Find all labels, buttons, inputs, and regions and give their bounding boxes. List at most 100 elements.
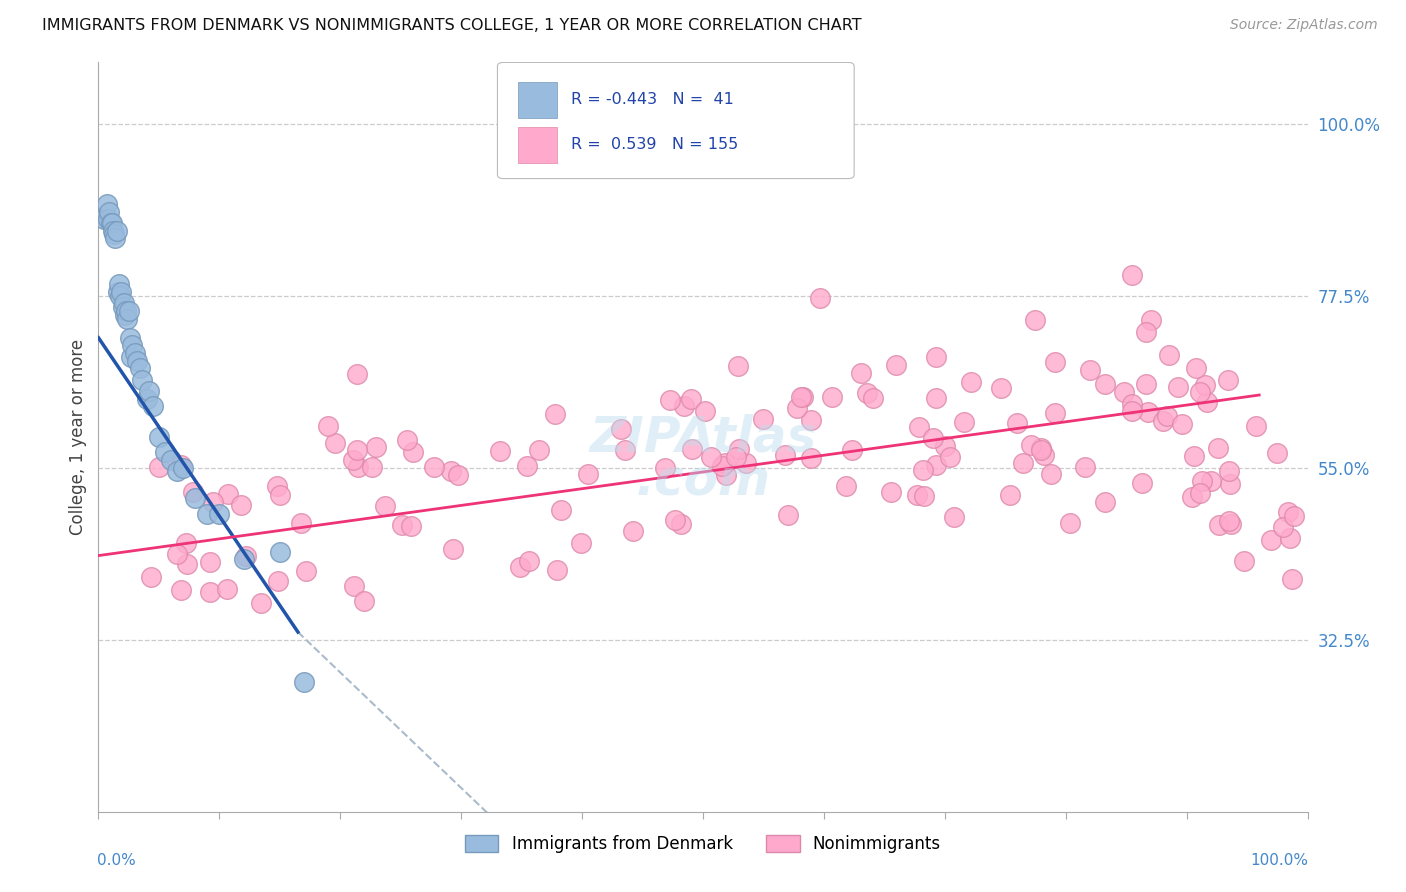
Point — [292, 674, 315, 689]
Point — [1188, 385, 1211, 400]
Point — [938, 450, 960, 464]
Point — [108, 277, 131, 292]
Point — [734, 456, 756, 470]
Point — [1279, 531, 1302, 545]
Point — [118, 331, 141, 345]
Point — [960, 376, 983, 390]
Point — [447, 467, 470, 482]
Point — [610, 422, 633, 436]
Point — [347, 459, 370, 474]
Point — [373, 499, 395, 513]
Point — [681, 442, 703, 456]
FancyBboxPatch shape — [498, 62, 855, 178]
Point — [1024, 312, 1046, 326]
Point — [184, 491, 207, 506]
Point — [880, 484, 903, 499]
Point — [346, 443, 368, 458]
Point — [934, 439, 956, 453]
Point — [353, 594, 375, 608]
Point — [148, 459, 170, 474]
Point — [1277, 505, 1299, 519]
Point — [1059, 516, 1081, 530]
Point — [925, 458, 948, 472]
Point — [1185, 360, 1208, 375]
Point — [544, 407, 567, 421]
Point — [121, 338, 143, 352]
Point — [1031, 441, 1053, 455]
Point — [148, 430, 170, 444]
Point — [912, 463, 935, 477]
Point — [623, 524, 645, 538]
Point — [884, 359, 907, 373]
Point — [160, 453, 183, 467]
Point — [1219, 477, 1241, 491]
Point — [862, 391, 884, 405]
Point — [118, 304, 141, 318]
Point — [679, 392, 702, 406]
Point — [1181, 490, 1204, 504]
Point — [1045, 355, 1067, 369]
Point — [714, 456, 737, 470]
Point — [509, 559, 531, 574]
Point — [800, 451, 823, 466]
Point — [550, 503, 572, 517]
Point — [1265, 445, 1288, 459]
Point — [114, 308, 136, 322]
Point — [1121, 397, 1143, 411]
Point — [953, 415, 976, 429]
Point — [176, 558, 198, 572]
Point — [135, 392, 157, 406]
Point — [1191, 474, 1213, 488]
Point — [1218, 464, 1240, 478]
Point — [323, 435, 346, 450]
Point — [153, 445, 176, 459]
Point — [172, 460, 194, 475]
Point — [776, 508, 799, 522]
Point — [269, 545, 291, 559]
Point — [489, 444, 512, 458]
Point — [181, 485, 204, 500]
Point — [1033, 448, 1056, 462]
Point — [229, 498, 252, 512]
Point — [516, 458, 538, 473]
Point — [714, 468, 737, 483]
Point — [669, 517, 692, 532]
Point — [128, 361, 150, 376]
Point — [96, 197, 118, 211]
Point — [103, 227, 125, 242]
Point — [922, 431, 945, 445]
Point — [1197, 394, 1219, 409]
Point — [1136, 405, 1159, 419]
Point — [131, 373, 153, 387]
Point — [1167, 379, 1189, 393]
Point — [295, 564, 318, 578]
Point — [232, 552, 254, 566]
Point — [100, 216, 122, 230]
Point — [112, 296, 135, 310]
Point — [792, 390, 814, 404]
Point — [176, 536, 198, 550]
Point — [673, 399, 696, 413]
Point — [1029, 442, 1052, 457]
Point — [200, 555, 222, 569]
Point — [1232, 554, 1254, 568]
Point — [517, 553, 540, 567]
Point — [912, 489, 935, 503]
Point — [942, 510, 965, 524]
Point — [925, 350, 948, 364]
Point — [728, 442, 751, 456]
Point — [1206, 441, 1229, 455]
Text: ZIPAtlas
.com: ZIPAtlas .com — [589, 414, 817, 506]
Point — [578, 467, 600, 482]
Point — [141, 569, 163, 583]
Point — [1182, 449, 1205, 463]
Point — [1019, 438, 1042, 452]
Point — [1011, 456, 1033, 470]
Point — [166, 547, 188, 561]
Point — [727, 359, 749, 373]
Point — [1282, 509, 1305, 524]
Point — [1208, 518, 1230, 533]
Point — [654, 461, 676, 475]
Point — [841, 443, 863, 458]
Point — [104, 231, 127, 245]
